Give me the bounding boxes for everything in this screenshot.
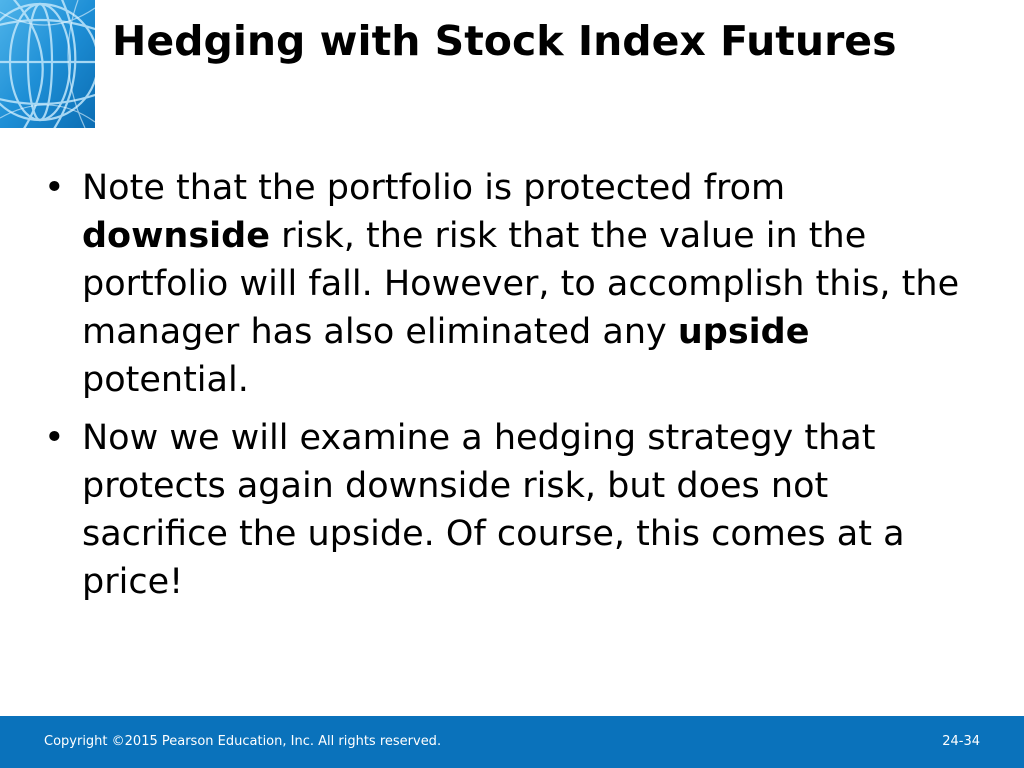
bullet-text: Now we will examine a hedging strategy t… — [82, 418, 905, 602]
bold-term-downside: downside — [82, 216, 270, 256]
bullet-text: Note that the portfolio is protected fro… — [82, 168, 959, 400]
bold-term-upside: upside — [677, 312, 810, 352]
bullet-icon: • — [44, 168, 65, 208]
bullet-text-segment: Note that the portfolio is protected fro… — [82, 168, 786, 208]
bullet-item: • Note that the portfolio is protected f… — [42, 164, 982, 404]
globe-icon — [0, 0, 95, 128]
bullet-item: • Now we will examine a hedging strategy… — [42, 414, 982, 606]
slide-number: 24-34 — [942, 734, 980, 749]
footer-copyright: Copyright ©2015 Pearson Education, Inc. … — [44, 734, 442, 749]
bullet-list: • Note that the portfolio is protected f… — [42, 164, 982, 616]
bullet-icon: • — [44, 418, 65, 458]
slide-title: Hedging with Stock Index Futures — [112, 17, 897, 65]
bullet-text-segment: risk, the risk that the value in the por… — [82, 216, 960, 352]
bullet-text-segment: Now we will examine a hedging strategy t… — [82, 418, 905, 602]
footer-bar: Copyright ©2015 Pearson Education, Inc. … — [0, 716, 1024, 768]
bullet-text-segment: potential. — [82, 360, 249, 400]
